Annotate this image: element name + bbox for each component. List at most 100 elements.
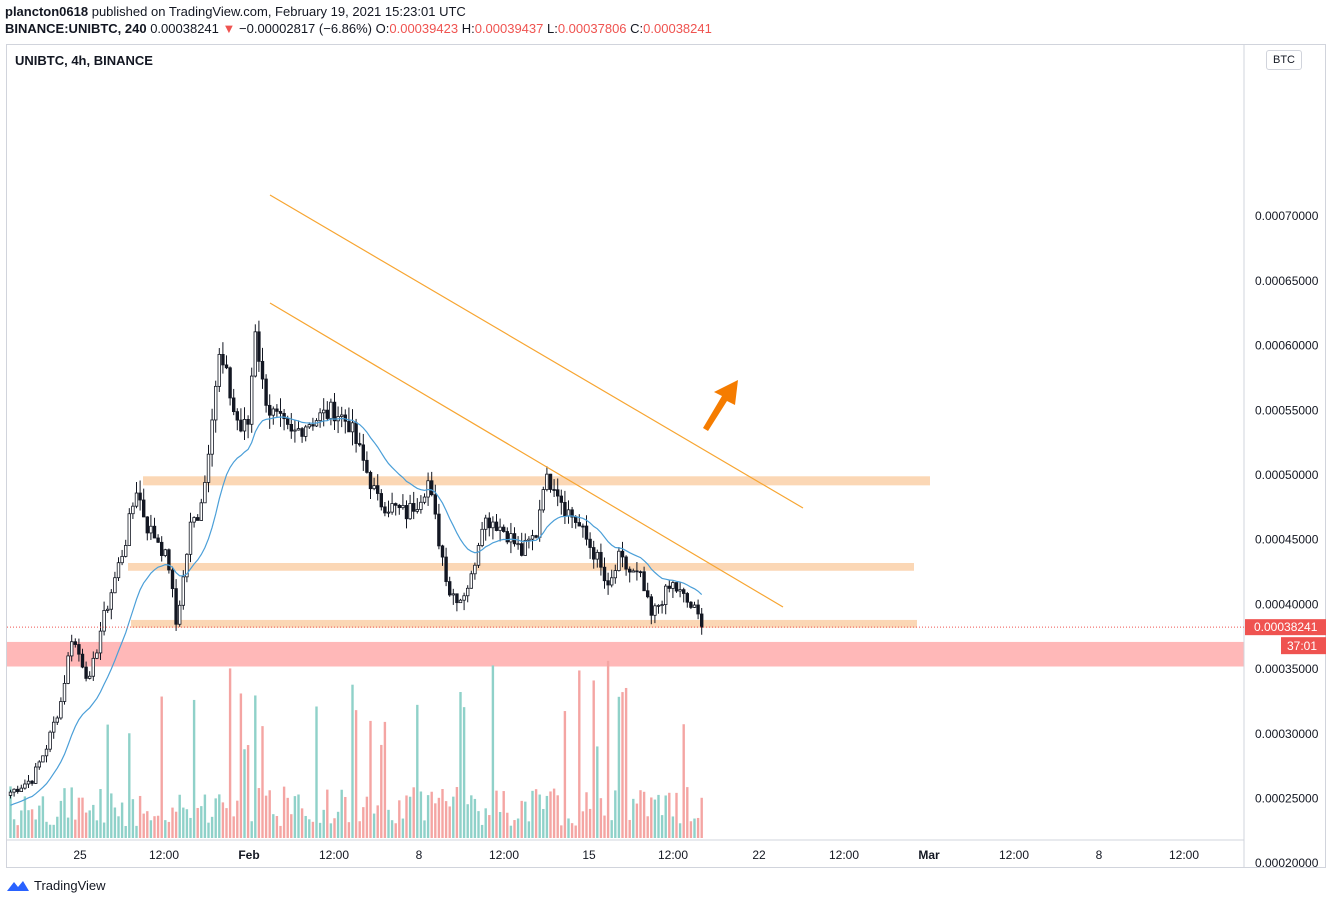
candle-body (62, 682, 67, 702)
volume-bar (635, 803, 639, 838)
candle-body (332, 401, 337, 422)
currency-button[interactable]: BTC (1266, 50, 1302, 70)
volume-bar (563, 711, 567, 838)
volume-bar (477, 811, 480, 838)
volume-bar (275, 816, 279, 838)
volume-bar (599, 798, 603, 838)
candle-body (52, 721, 56, 733)
candle-body (124, 545, 128, 557)
volume-bar (41, 796, 45, 838)
candle-body (581, 525, 585, 528)
volume-bar (153, 816, 156, 838)
candle-body (534, 535, 538, 538)
volume-bar (228, 668, 232, 838)
candle-body (195, 517, 200, 521)
price-change: −0.00002817 (−6.86%) (239, 21, 373, 36)
y-tick-label: 0.00070000 (1255, 209, 1319, 223)
volume-bar (221, 802, 225, 838)
candle-body (487, 517, 491, 529)
high-label: H: (461, 21, 475, 36)
volume-bar (398, 800, 401, 838)
candle-body (300, 428, 304, 437)
candle-body (185, 553, 189, 578)
candle-body (476, 545, 481, 566)
volume-bar (59, 800, 63, 838)
volume-bar (192, 699, 196, 838)
candle-body (422, 496, 427, 503)
volume-bar (185, 809, 189, 838)
breakout-arrow-icon (703, 380, 738, 431)
candle-body (127, 513, 131, 546)
volume-bar (322, 809, 325, 838)
candle-body (44, 748, 49, 757)
candle-body (116, 562, 121, 579)
candle-body (8, 791, 13, 796)
x-tick-label: 25 (73, 848, 87, 862)
volume-bar (23, 796, 27, 838)
volume-bar (653, 799, 657, 838)
candle-body (102, 610, 106, 632)
candle-body (682, 589, 686, 594)
candle-body (411, 503, 416, 512)
candle-body (617, 550, 621, 571)
candle-body (692, 604, 697, 608)
volume-bar (236, 800, 239, 838)
candle-body (30, 780, 34, 784)
volume-bar (149, 820, 153, 838)
candle-body (329, 401, 333, 419)
volume-bar (617, 696, 621, 838)
candle-body (613, 570, 617, 579)
volume-bar (12, 819, 16, 838)
candle-body (84, 666, 88, 679)
candle-body (483, 517, 488, 530)
candle-body (152, 525, 157, 539)
candle-body (455, 593, 459, 604)
volume-bar (401, 818, 405, 838)
candle-body (408, 503, 412, 520)
volume-bar (552, 788, 556, 838)
volume-bar (689, 821, 693, 838)
author-name[interactable]: plancton0618 (5, 4, 89, 19)
candle-body (109, 592, 113, 610)
candle-body (498, 526, 502, 531)
candle-body (638, 571, 643, 574)
ohlc-legend: BINANCE:UNIBTC, 240 0.00038241 ▼ −0.0000… (5, 21, 712, 36)
volume-bar (167, 821, 171, 838)
candle-body (520, 543, 524, 556)
volume-bar (81, 797, 84, 838)
candle-body (566, 509, 571, 517)
volume-bar (639, 790, 642, 838)
volume-bar (592, 680, 595, 838)
candle-body (260, 360, 265, 380)
volume-bar (434, 803, 437, 838)
volume-bar (682, 724, 685, 838)
volume-bar (333, 818, 336, 838)
symbol-interval: BINANCE:UNIBTC, 240 (5, 21, 147, 36)
volume-bar (452, 796, 455, 838)
candle-body (235, 411, 239, 421)
volume-bar (606, 660, 610, 838)
candle-body (120, 555, 124, 564)
volume-bar (408, 796, 412, 838)
volume-bar (239, 693, 243, 838)
footer-brand[interactable]: TradingView (6, 878, 106, 893)
volume-bar (581, 811, 585, 838)
candle-body (167, 549, 171, 571)
candle-body (253, 331, 257, 377)
candle-body (357, 443, 362, 446)
volume-bar (160, 696, 163, 838)
low-label: L: (547, 21, 558, 36)
candle-body (257, 331, 261, 362)
low-value: 0.00037806 (557, 21, 627, 36)
volume-bar (455, 787, 459, 838)
candle-body (620, 550, 625, 558)
candle-body (469, 573, 473, 589)
candle-body (383, 506, 387, 514)
volume-bar (156, 815, 160, 838)
volume-bar (513, 820, 516, 838)
chart-frame[interactable] (6, 44, 1326, 868)
candle-body (239, 419, 243, 432)
candle-body (199, 502, 203, 521)
volume-bar (207, 822, 210, 838)
